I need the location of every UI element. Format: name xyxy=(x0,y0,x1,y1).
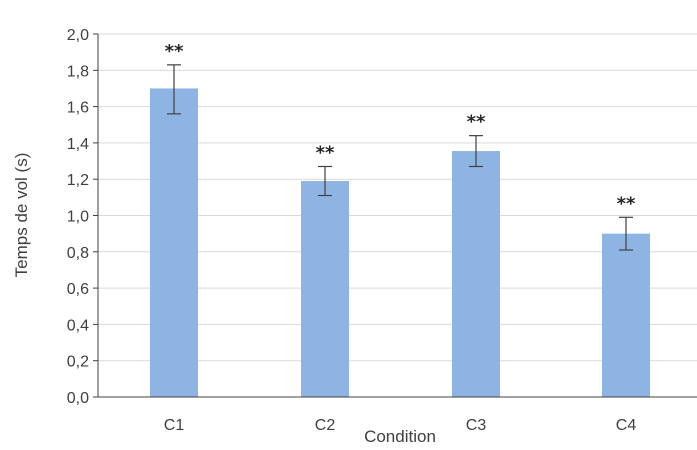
x-axis-title: Condition xyxy=(364,427,436,446)
bar-c3 xyxy=(452,151,500,397)
y-tick-labels: 0,0 0,2 0,4 0,6 0,8 1,0 1,2 1,4 1,6 1,8 2,0 xyxy=(67,27,89,407)
significance-label: ** xyxy=(617,193,636,214)
y-tick-label: 0,8 xyxy=(67,245,89,262)
error-bar-c2 xyxy=(318,165,332,197)
y-tick-label: 0,2 xyxy=(67,354,89,371)
y-tick-label: 1,8 xyxy=(67,63,89,80)
y-tick-label: 1,4 xyxy=(67,136,89,153)
bar-c4 xyxy=(602,233,650,397)
significance-label: ** xyxy=(467,112,486,133)
x-tick-labels: C1 C2 C3 C4 xyxy=(164,417,637,434)
y-tick-label: 1,0 xyxy=(67,209,89,226)
x-tick-label: C3 xyxy=(466,417,487,434)
y-tick-label: 1,2 xyxy=(67,172,89,189)
significance-label: ** xyxy=(165,41,184,62)
bars xyxy=(150,88,650,397)
error-bars xyxy=(167,64,633,251)
x-tick-label: C4 xyxy=(616,417,637,434)
axes xyxy=(93,33,697,398)
y-axis-title: Temps de vol (s) xyxy=(12,153,31,278)
bar-c1 xyxy=(150,88,198,397)
error-bar-c1 xyxy=(167,64,181,115)
significance-labels: ** ** ** ** xyxy=(165,41,636,214)
x-tick-label: C1 xyxy=(164,417,185,434)
y-tick-label: 1,6 xyxy=(67,100,89,117)
significance-label: ** xyxy=(316,142,335,163)
bar-c2 xyxy=(301,181,349,397)
y-tick-label: 2,0 xyxy=(67,27,89,44)
x-tick-label: C2 xyxy=(315,417,336,434)
error-bar-c3 xyxy=(469,135,483,168)
error-bar-c4 xyxy=(619,216,633,251)
y-tick-label: 0,4 xyxy=(67,317,89,334)
y-tick-label: 0,6 xyxy=(67,281,89,298)
y-tick-label: 0,0 xyxy=(67,390,89,407)
